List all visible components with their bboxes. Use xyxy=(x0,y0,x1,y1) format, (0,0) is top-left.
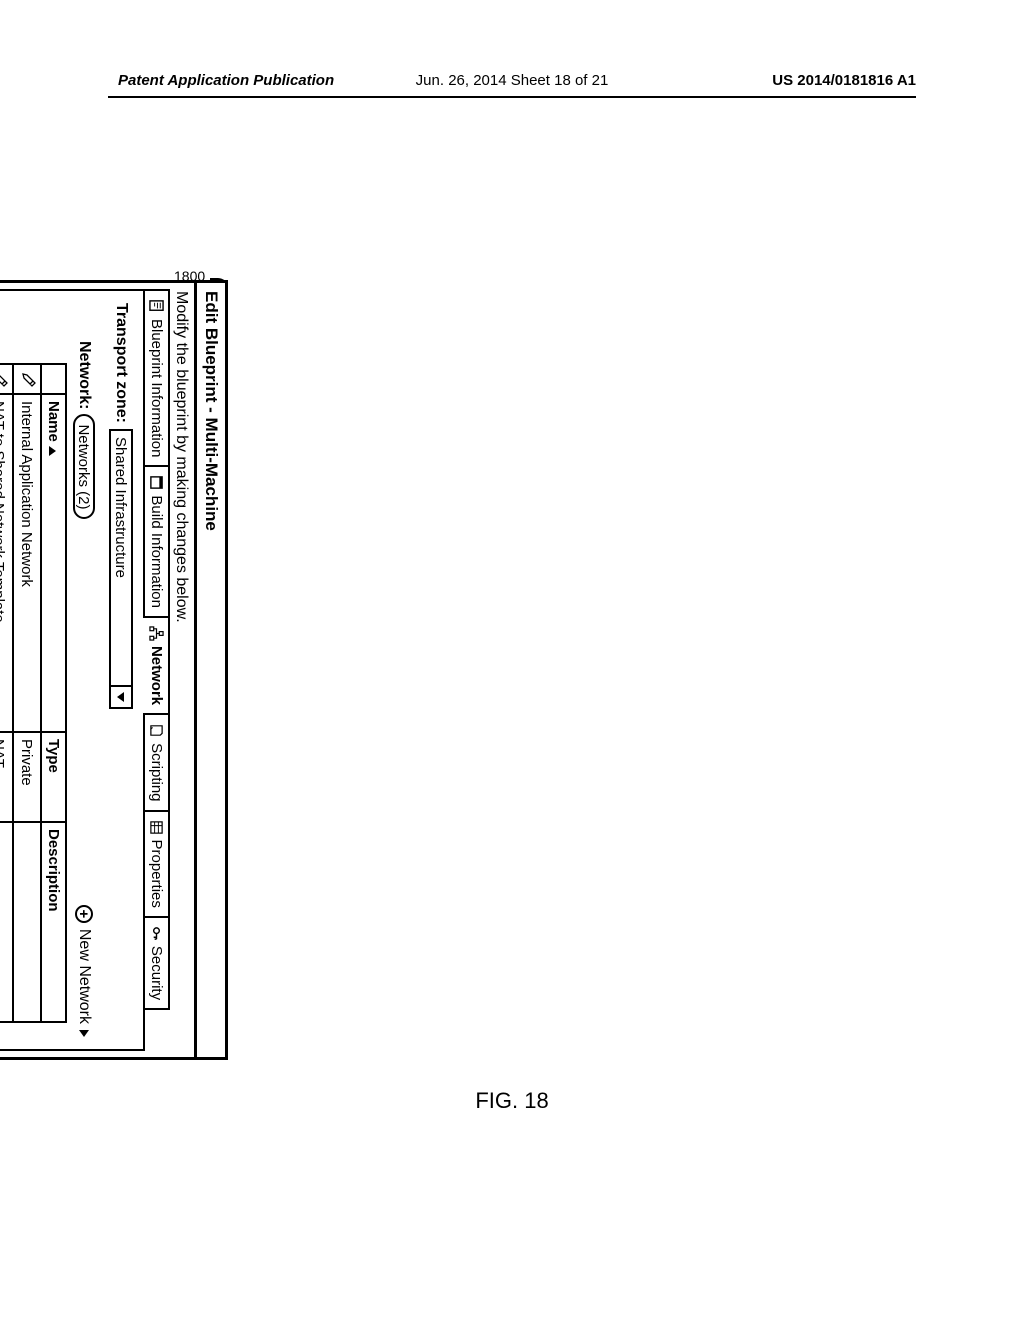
transport-zone-select[interactable]: Shared Infrastructure xyxy=(109,429,133,709)
sheet-icon xyxy=(149,475,164,490)
tab-label: Blueprint Information xyxy=(148,319,165,457)
cell-name: NAT to Shared Network Template xyxy=(0,394,13,732)
cell-type: Private xyxy=(13,732,41,822)
header-center: Jun. 26, 2014 Sheet 18 of 21 xyxy=(416,72,609,89)
tab-label: Properties xyxy=(148,840,165,908)
plus-icon: + xyxy=(75,905,93,923)
tab-panel-network: Transport zone: Shared Infrastructure Ne… xyxy=(0,289,145,1051)
header-rule xyxy=(108,96,916,98)
chevron-right-icon xyxy=(79,1030,89,1037)
table-row[interactable]: NAT to Shared Network Template NAT xyxy=(0,364,13,1022)
dialog-subtitle: Modify the blueprint by making changes b… xyxy=(170,283,194,1057)
table-row[interactable]: Internal Application Network Private xyxy=(13,364,41,1022)
transport-zone-label: Transport zone: xyxy=(112,303,130,423)
tab-blueprint-information[interactable]: Blueprint Information xyxy=(145,289,170,467)
network-table: Name Type Description Internal Applicati… xyxy=(0,363,67,1023)
pencil-icon xyxy=(23,372,37,386)
dialog-title: Edit Blueprint - Multi-Machine xyxy=(194,283,225,1057)
page-header: Patent Application Publication Jun. 26, … xyxy=(0,72,1024,89)
network-icon xyxy=(149,626,164,641)
tab-label: Network xyxy=(148,646,165,705)
transport-zone-value: Shared Infrastructure xyxy=(111,431,131,685)
dialog: Edit Blueprint - Multi-Machine Modify th… xyxy=(0,280,228,1060)
dialog-container: Edit Blueprint - Multi-Machine Modify th… xyxy=(0,280,228,960)
tab-label: Build Information xyxy=(148,495,165,608)
network-header-row: Network: Networks (2) + New Network xyxy=(73,341,95,1037)
dropdown-arrow-icon xyxy=(111,685,131,707)
doc-icon xyxy=(149,299,164,314)
key-icon xyxy=(149,926,164,941)
tab-properties[interactable]: Properties xyxy=(145,810,170,918)
new-network-button[interactable]: + New Network xyxy=(75,905,93,1037)
cell-type: NAT xyxy=(0,732,13,822)
new-network-label: New Network xyxy=(75,929,93,1024)
edit-row-button[interactable] xyxy=(13,364,41,394)
tab-build-information[interactable]: Build Information xyxy=(145,465,170,618)
tab-label: Security xyxy=(148,946,165,1000)
transport-zone-row: Transport zone: Shared Infrastructure xyxy=(109,303,133,1037)
tab-scripting[interactable]: Scripting xyxy=(145,713,170,811)
script-icon xyxy=(149,723,164,738)
col-name[interactable]: Name xyxy=(41,394,66,732)
header-right: US 2014/0181816 A1 xyxy=(772,72,916,89)
edit-row-button[interactable] xyxy=(0,364,13,394)
network-label: Network: xyxy=(75,341,93,409)
header-left: Patent Application Publication xyxy=(118,72,334,89)
col-edit xyxy=(41,364,66,394)
tab-label: Scripting xyxy=(148,743,165,801)
sort-asc-icon xyxy=(49,446,56,456)
cell-description xyxy=(0,822,13,1022)
figure-caption: FIG. 18 xyxy=(475,1088,548,1114)
cell-name: Internal Application Network xyxy=(13,394,41,732)
tab-network[interactable]: Network xyxy=(145,616,170,715)
network-count-chip[interactable]: Networks (2) xyxy=(73,414,95,519)
pencil-icon xyxy=(0,372,9,386)
col-description[interactable]: Description xyxy=(41,822,66,1022)
tab-security[interactable]: Security xyxy=(145,916,170,1010)
col-type[interactable]: Type xyxy=(41,732,66,822)
cell-description xyxy=(13,822,41,1022)
props-icon xyxy=(149,820,164,835)
tab-bar: Blueprint Information Build Information … xyxy=(145,283,170,1057)
